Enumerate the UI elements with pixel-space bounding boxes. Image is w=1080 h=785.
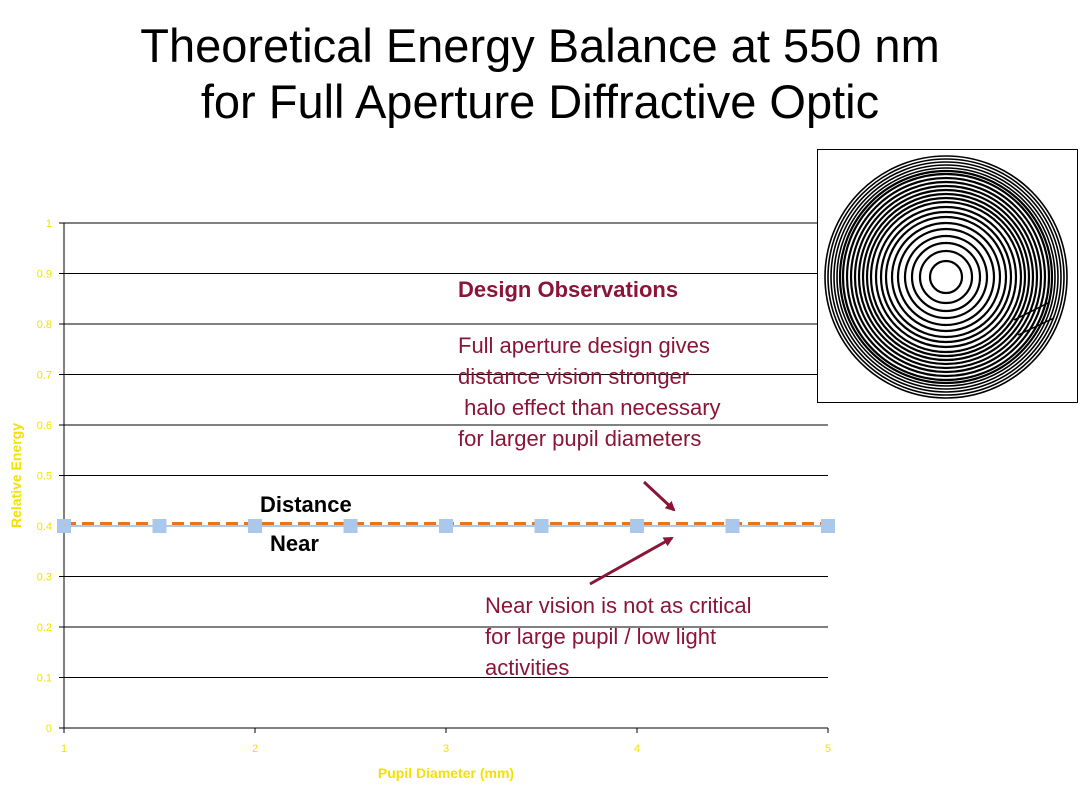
ring-10 [865,196,1027,358]
x-tick-label-0: 1 [61,743,67,755]
design-observations: Design Observations Full aperture design… [458,274,818,454]
ring-21 [827,158,1065,396]
y-axis-label: Relative Energy [8,423,24,528]
ring-11 [861,192,1031,362]
design-observation-line-1: Full aperture design gives [458,333,710,358]
near-point-7 [725,519,740,533]
near-series-label: Near [270,531,319,556]
design-observation-line-4: for larger pupil diameters [458,426,702,451]
y-tick-label-8: 0.8 [37,319,52,331]
near-point-2 [248,519,262,533]
ring-18 [836,167,1056,387]
y-tick-label-0: 0 [46,723,52,735]
design-observation-line-2: distance vision stronger [458,364,690,389]
ring-5 [890,221,1002,333]
distance-series-label: Distance [260,492,352,517]
near-vision-line-2: for large pupil / low light [485,624,717,649]
ring-6 [884,215,1008,339]
y-tick-label-6: 0.6 [37,420,52,432]
ring-12 [857,188,1035,366]
x-tick-label-1: 2 [252,743,258,755]
ring-19 [833,164,1059,390]
near-point-6 [630,519,644,533]
y-tick-label-9: 0.9 [37,269,52,281]
distance-arrow [642,480,676,512]
ring-2 [910,241,982,313]
diffractive-rings-icon [824,155,1068,399]
ring-7 [879,210,1013,344]
near-point-5 [534,519,549,533]
ring-9 [869,200,1023,354]
y-tick-label-10: 1 [46,218,52,230]
ring-17 [838,169,1054,385]
ring-13 [853,184,1039,370]
x-tick-label-2: 3 [443,743,449,755]
y-tick-label-1: 0.1 [37,673,52,685]
ring-mark-1 [1013,301,1051,321]
y-tick-label-7: 0.7 [37,370,52,382]
x-tick-label-4: 5 [825,743,831,755]
near-point-4 [439,519,453,533]
design-observations-title: Design Observations [458,277,679,302]
ring-3 [903,234,989,320]
ring-4 [896,227,996,327]
near-point-0 [57,519,71,533]
near-vision-note: Near vision is not as critical for large … [485,590,825,683]
ring-14 [849,180,1043,374]
x-axis-label: Pupil Diameter (mm) [378,765,514,781]
near-point-1 [152,519,167,533]
near-point-3 [343,519,358,533]
near-vision-text: Near vision is not as critical for large … [485,590,825,683]
y-tick-label-5: 0.5 [37,471,52,483]
y-tick-label-4: 0.4 [37,521,52,533]
ring-mark-2 [1017,317,1055,336]
ring-15 [845,176,1047,378]
ring-16 [841,172,1051,382]
ring-8 [874,205,1018,349]
near-vision-line-1: Near vision is not as critical [485,593,752,618]
ring-0 [928,259,964,295]
diffractive-lens-image [817,149,1078,403]
ring-20 [830,161,1062,393]
ring-1 [918,249,974,305]
near-vision-line-3: activities [485,655,570,680]
near-arrow [589,536,674,586]
x-tick-label-3: 4 [634,743,640,755]
y-tick-label-2: 0.2 [37,622,52,634]
design-observations-text: Full aperture design gives distance visio… [458,330,818,454]
y-tick-label-3: 0.3 [37,572,52,584]
page-title: Theoretical Energy Balance at 550 nm for… [0,18,1080,130]
title-line-2: for Full Aperture Diffractive Optic [200,75,880,128]
ring-22 [824,155,1068,399]
title-line-1: Theoretical Energy Balance at 550 nm [140,19,940,72]
design-observation-line-3: halo effect than necessary [458,395,721,420]
near-point-8 [821,519,835,533]
